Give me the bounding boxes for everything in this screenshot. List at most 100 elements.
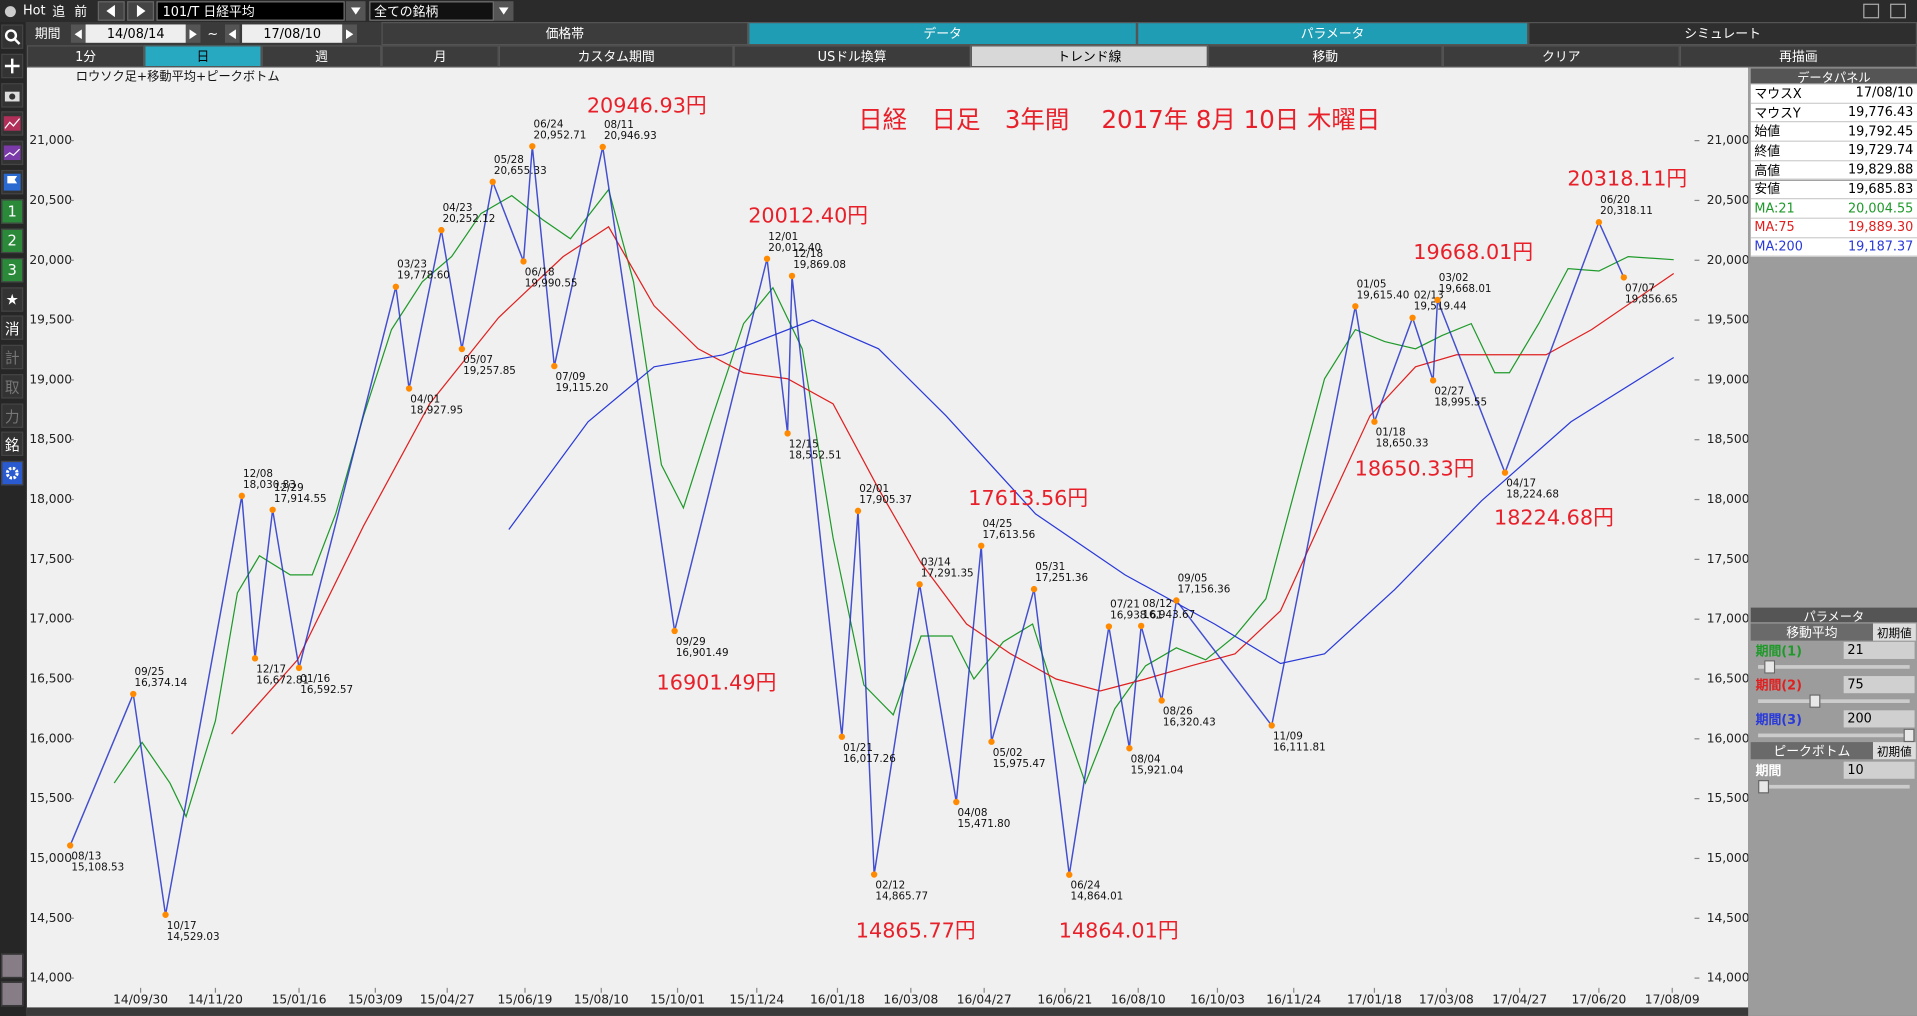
data-value: 19,729.74 (1847, 143, 1914, 159)
trendline-button[interactable]: トレンド線 (970, 45, 1208, 68)
interval-button[interactable]: 月 (381, 45, 499, 68)
y-tick-label: 15,500 (29, 791, 72, 805)
chart-icon[interactable] (1, 140, 24, 166)
symbol-dropdown[interactable] (345, 1, 366, 21)
symbol-button[interactable]: 銘 (1, 431, 24, 457)
point-value-label: 19,778.60 (397, 270, 450, 282)
point-value-label: 15,921.04 (1131, 764, 1184, 776)
universe-dropdown[interactable] (493, 1, 514, 21)
x-tick-label: 17/04/27 (1492, 993, 1547, 1007)
point-date-label: 02/13 (1414, 290, 1444, 302)
layout-button[interactable]: 3 (1, 257, 24, 283)
y-tick-label: 14,500 (1707, 911, 1750, 925)
y-tick-label: 16,500 (29, 671, 72, 685)
peak-bottom-point (295, 664, 303, 672)
flag-icon[interactable] (1, 169, 24, 195)
settings-icon[interactable] (1, 460, 24, 486)
input-button[interactable]: 力 (1, 403, 24, 428)
peak-bottom-point (392, 283, 400, 290)
x-tick-label: 16/03/08 (883, 993, 938, 1007)
data-label: 高値 (1754, 163, 1781, 179)
calc-button[interactable]: 計 (1, 344, 24, 370)
from-date[interactable]: 14/08/14 (85, 24, 186, 43)
to-date[interactable]: 17/08/10 (242, 24, 343, 43)
chart-icon[interactable] (1, 111, 24, 136)
tab[interactable]: 価格帯 (381, 22, 749, 46)
peak-bottom-point (1429, 377, 1437, 384)
price-annotation: 18650.33円 (1355, 456, 1475, 480)
point-date-label: 05/02 (993, 747, 1023, 759)
y-tick-label: 20,500 (29, 193, 72, 207)
point-value-label: 14,864.01 (1070, 891, 1123, 903)
peak-bottom-point (405, 385, 413, 392)
add-icon[interactable] (1, 53, 24, 79)
slider-thumb[interactable] (1758, 780, 1770, 794)
interval-button[interactable]: 週 (261, 45, 382, 68)
follow-button[interactable]: 追 (52, 4, 66, 19)
universe-select[interactable]: 全ての銘柄 (369, 1, 494, 21)
point-date-label: 08/26 (1163, 705, 1193, 717)
point-date-label: 09/29 (676, 636, 706, 648)
peak-bottom-point (1030, 585, 1038, 593)
mini-chart-icon[interactable] (1, 981, 24, 1007)
custom-period-button[interactable]: カスタム期間 (498, 45, 734, 68)
point-date-label: 05/28 (494, 154, 524, 166)
x-tick-label: 15/03/09 (348, 993, 403, 1007)
data-value: 19,829.88 (1847, 162, 1914, 178)
favorite-button[interactable]: ★ (1, 287, 24, 312)
trade-button[interactable]: 取 (1, 374, 24, 399)
to-next[interactable] (342, 24, 357, 43)
maximize-button[interactable] (1890, 3, 1907, 19)
tab[interactable]: データ (748, 22, 1137, 46)
data-label: 安値 (1754, 182, 1781, 198)
peak-bottom-point (916, 581, 923, 588)
reset-button[interactable]: 初期値 (1872, 623, 1916, 641)
date-strip (26, 1007, 1749, 1016)
to-prev[interactable] (224, 24, 240, 43)
redraw-button[interactable]: 再描画 (1679, 45, 1917, 68)
hot-button[interactable]: Hot (22, 3, 46, 19)
symbol-input[interactable]: 101/T 日経平均 (156, 1, 345, 21)
tab[interactable]: シミュレート (1528, 22, 1917, 46)
point-value-label: 18,650.33 (1376, 438, 1429, 450)
from-prev[interactable] (70, 24, 86, 43)
forward-arrow[interactable] (127, 1, 155, 21)
point-value-label: 19,519.44 (1414, 301, 1467, 313)
param-value: 75 (1843, 676, 1915, 694)
param-value: 10 (1843, 761, 1915, 779)
prev-button[interactable]: 前 (74, 4, 88, 19)
interval-button[interactable]: 日 (144, 45, 262, 68)
slider-thumb[interactable] (1809, 694, 1821, 708)
layout-button[interactable]: 2 (1, 228, 24, 254)
x-tick-label: 16/01/18 (810, 993, 865, 1007)
interval-button[interactable]: 1分 (26, 45, 145, 68)
mini-chart-icon[interactable] (1, 953, 24, 979)
slider-thumb[interactable] (1764, 660, 1776, 674)
peak-bottom-point (988, 738, 995, 745)
tab[interactable]: パラメータ (1136, 22, 1529, 46)
layout-button[interactable]: 1 (1, 199, 24, 224)
param-label: 期間 (1755, 763, 1782, 779)
point-value-label: 20,952.71 (534, 129, 587, 141)
y-tick-label: 17,000 (29, 612, 72, 626)
minimize-button[interactable] (1863, 3, 1880, 19)
back-arrow[interactable] (97, 1, 125, 21)
move-button[interactable]: 移動 (1207, 45, 1443, 68)
y-tick-label: 14,500 (29, 911, 72, 925)
reset-button[interactable]: 初期値 (1872, 742, 1916, 760)
x-tick-label: 15/11/24 (729, 993, 784, 1007)
usd-button[interactable]: USドル換算 (733, 45, 971, 68)
erase-button[interactable]: 消 (1, 315, 24, 340)
y-tick-label: 17,000 (1707, 612, 1750, 626)
x-tick-label: 16/11/24 (1266, 993, 1321, 1007)
from-next[interactable] (185, 24, 201, 43)
slider-thumb[interactable] (1903, 728, 1915, 743)
search-icon[interactable] (1, 24, 24, 49)
clear-button[interactable]: クリア (1442, 45, 1680, 68)
bulb-icon[interactable] (2, 2, 17, 19)
camera-icon[interactable] (1, 83, 24, 108)
point-date-label: 01/18 (1376, 427, 1406, 439)
slider-track (1758, 665, 1910, 669)
point-date-label: 03/02 (1439, 272, 1469, 284)
point-value-label: 18,927.95 (410, 405, 463, 417)
